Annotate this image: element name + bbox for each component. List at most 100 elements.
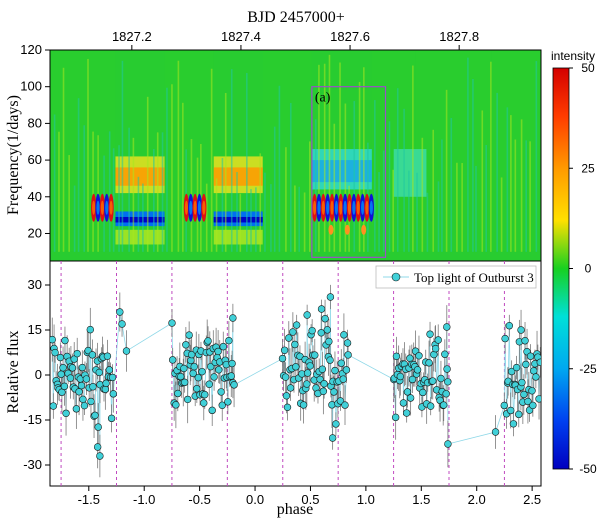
heat-streak — [456, 162, 458, 252]
heat-streak — [137, 176, 140, 252]
data-point — [118, 320, 126, 328]
heat-blob — [326, 200, 330, 215]
heat-band — [213, 216, 263, 223]
heat-streak — [153, 149, 155, 252]
heat-streak — [382, 150, 385, 252]
data-point — [342, 366, 351, 374]
heat-streak — [490, 61, 492, 252]
legend-marker — [391, 272, 401, 282]
heat-streak — [514, 139, 517, 252]
heat-streak — [166, 87, 168, 252]
data-point — [406, 394, 415, 402]
data-point — [317, 329, 325, 337]
bottom-y-tick-label: 0 — [35, 367, 42, 382]
data-point — [343, 339, 352, 347]
heat-streak — [128, 127, 130, 252]
heat-streak — [426, 192, 429, 252]
data-point — [227, 372, 235, 380]
data-point — [319, 387, 328, 395]
data-point — [94, 423, 102, 431]
data-point — [518, 378, 526, 387]
data-point — [331, 366, 339, 375]
heat-streak — [142, 183, 144, 252]
heat-streak — [73, 185, 76, 252]
data-point — [330, 388, 338, 396]
data-point — [522, 360, 530, 369]
data-point — [200, 399, 208, 407]
data-point — [341, 401, 349, 409]
data-point — [59, 364, 67, 372]
heat-streak — [250, 189, 252, 252]
heat-blob — [105, 200, 109, 215]
colorbar-ticks: 50 25 0 -25 -50 — [569, 61, 597, 476]
data-point — [434, 336, 442, 344]
data-point — [505, 322, 514, 330]
data-point — [442, 390, 450, 398]
heat-blob — [365, 200, 369, 215]
data-point — [225, 336, 233, 345]
heat-streak — [239, 193, 242, 252]
heat-streak — [68, 155, 70, 252]
heat-blob — [328, 224, 334, 235]
data-point — [180, 378, 189, 387]
heat-streak — [506, 107, 509, 252]
heat-streak — [441, 139, 443, 252]
bottom-x-tick-label: 0.0 — [246, 492, 264, 507]
data-point — [91, 411, 99, 419]
data-point — [78, 363, 87, 372]
data-point — [326, 293, 335, 301]
heat-streak — [215, 178, 218, 252]
top-y-tick-label: 20 — [28, 225, 42, 240]
heat-streak — [236, 172, 238, 252]
data-point — [303, 380, 311, 388]
data-point — [194, 373, 203, 382]
heat-streak — [432, 129, 435, 252]
heat-streak — [289, 102, 292, 252]
data-point — [187, 350, 196, 359]
data-point — [105, 366, 114, 374]
data-point — [95, 368, 103, 377]
data-point — [402, 409, 411, 417]
data-point — [77, 381, 86, 390]
data-point — [208, 406, 216, 415]
heat-streak — [353, 101, 356, 252]
data-point — [205, 380, 213, 388]
top-y-tick-label: 120 — [20, 42, 42, 57]
data-point — [219, 342, 227, 351]
bottom-x-tick-label: 0.5 — [301, 492, 319, 507]
top-y-axis-label: Frequency(1/days) — [5, 95, 22, 215]
bottom-x-tick-label: 2.0 — [468, 492, 486, 507]
data-point — [79, 395, 87, 404]
data-point — [325, 337, 333, 346]
data-point — [441, 350, 449, 358]
heat-band — [415, 50, 492, 252]
data-point — [283, 403, 292, 412]
heat-streak — [264, 172, 266, 252]
heat-streak — [403, 108, 405, 252]
bottom-x-tick-label: 2.5 — [523, 492, 541, 507]
heat-blob — [347, 200, 352, 215]
heat-streak — [62, 67, 65, 252]
data-point — [278, 354, 287, 363]
heat-blob — [202, 200, 206, 215]
heat-streak — [314, 119, 317, 252]
heat-streak — [396, 88, 399, 252]
data-point — [419, 388, 427, 397]
heat-streak — [298, 186, 301, 252]
data-point — [339, 375, 347, 383]
heatmap-plot — [50, 50, 541, 261]
heat-streak — [525, 140, 528, 252]
data-point — [396, 372, 405, 381]
data-point — [193, 384, 201, 393]
data-point — [72, 405, 81, 413]
heat-streak — [416, 172, 418, 252]
data-point — [507, 367, 516, 376]
data-point — [328, 434, 337, 442]
heat-streak — [450, 117, 453, 252]
data-point — [524, 397, 532, 406]
heat-streak — [132, 137, 135, 252]
heat-blob — [317, 200, 321, 215]
heat-streak — [210, 68, 213, 252]
heat-blob — [343, 200, 347, 215]
